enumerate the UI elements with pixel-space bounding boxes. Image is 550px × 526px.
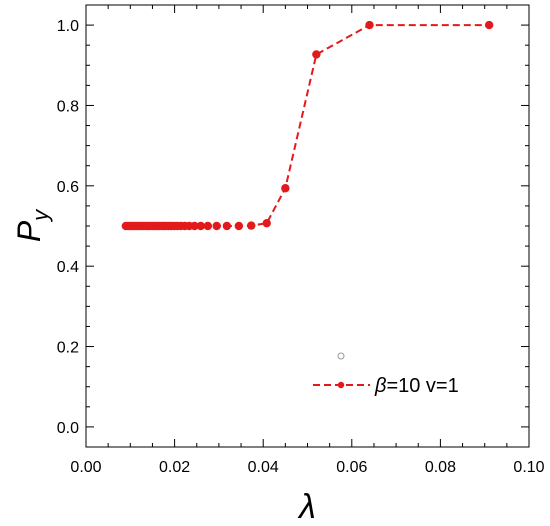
y-axis-label-base: P [11, 220, 47, 242]
y-tick-label: 0.8 [57, 98, 79, 115]
stray-open-marker [337, 352, 345, 360]
axis-tick-labels: 0.00 0.02 0.04 0.06 0.08 0.10 0.0 0.2 0.4 0.6 0.8 1… [57, 18, 545, 476]
data-point [281, 184, 290, 193]
data-point [203, 221, 213, 231]
x-tick-label: 0.00 [70, 459, 101, 476]
data-point [222, 221, 232, 231]
data-point [312, 50, 321, 59]
data-point [234, 221, 244, 231]
legend-label-greek: β [374, 375, 386, 397]
legend-marker [337, 381, 345, 389]
x-tick-label: 0.06 [336, 459, 367, 476]
y-axis-label-subscript: y [28, 208, 53, 223]
data-point [196, 221, 205, 231]
legend-label: β=10 v=1 [374, 375, 459, 397]
legend-label-rest: =10 v=1 [386, 375, 458, 397]
data-point [212, 221, 221, 231]
data-point [190, 221, 199, 231]
x-tick-label: 0.08 [425, 459, 456, 476]
axis-ticks [85, 4, 530, 448]
y-tick-label: 0.4 [57, 259, 79, 276]
series-line [125, 24, 490, 227]
y-tick-label: 0.6 [57, 179, 79, 196]
x-tick-label: 0.04 [248, 459, 279, 476]
x-axis-label: λ [297, 488, 316, 526]
data-point [262, 218, 271, 228]
data-point [247, 221, 256, 230]
x-tick-label: 0.02 [159, 459, 190, 476]
y-tick-label: 0.0 [57, 420, 79, 437]
data-point [365, 20, 374, 30]
y-tick-label: 0.2 [57, 340, 79, 357]
x-tick-label: 0.10 [513, 459, 544, 476]
y-axis-label: Py [11, 208, 53, 242]
plot-frame [85, 4, 530, 448]
y-tick-label: 1.0 [57, 18, 79, 35]
series-layer [121, 20, 494, 231]
legend: β=10 v=1 [313, 375, 459, 397]
data-point [484, 20, 494, 30]
